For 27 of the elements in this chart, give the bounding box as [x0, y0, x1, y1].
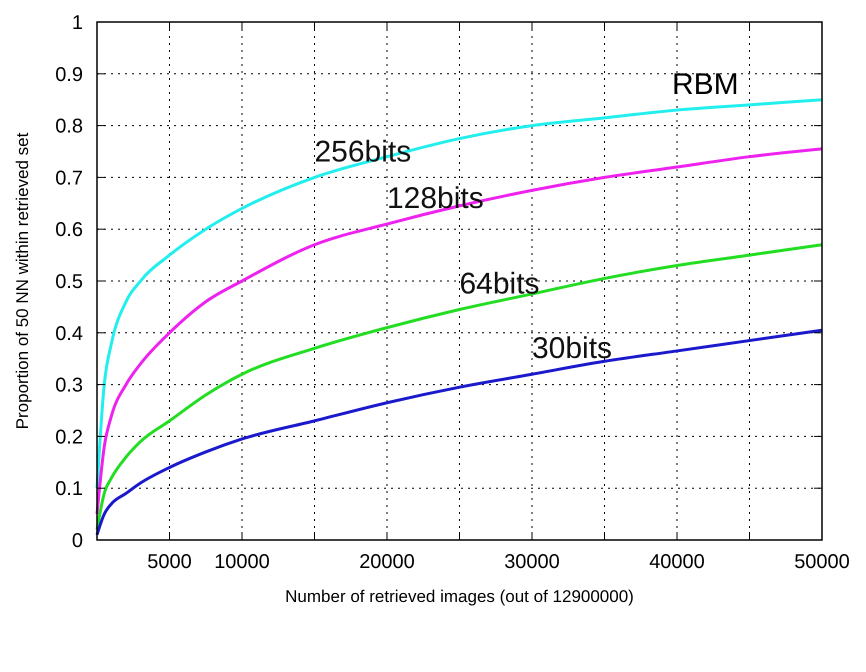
annotation: RBM	[672, 68, 739, 101]
y-tick-label: 0.1	[55, 478, 83, 500]
series-label: 64bits	[460, 267, 540, 300]
y-tick-label: 0	[72, 530, 83, 552]
y-tick-label: 0.2	[55, 426, 83, 448]
y-tick-label: 0.4	[55, 322, 83, 345]
series-label: 30bits	[532, 332, 612, 366]
y-tick-label: 0.9	[55, 64, 83, 86]
series-label: 256bits	[314, 135, 412, 168]
x-tick-label: 40000	[649, 551, 705, 573]
series-label: 128bits	[387, 182, 484, 216]
x-tick-label: 20000	[359, 551, 415, 573]
y-tick-label: 0.8	[55, 116, 83, 138]
line-series	[96, 328, 824, 536]
x-axis-title: Number of retrieved images (out of 12900000)	[285, 587, 634, 606]
x-tick-label: 10000	[214, 551, 270, 573]
y-axis-title: Proportion of 50 NN within retrieved set	[13, 132, 32, 430]
line-series	[96, 243, 824, 532]
y-tick-label: 0.5	[55, 271, 83, 293]
y-tick-label: 0.7	[55, 167, 83, 190]
line-series	[96, 98, 824, 490]
y-tick-label: 1	[72, 12, 83, 34]
x-tick-label: 50000	[794, 551, 850, 573]
y-tick-label: 0.6	[55, 219, 83, 242]
y-tick-label: 0.3	[55, 374, 83, 397]
x-tick-label: 5000	[147, 551, 192, 573]
x-tick-label: 30000	[504, 551, 560, 573]
